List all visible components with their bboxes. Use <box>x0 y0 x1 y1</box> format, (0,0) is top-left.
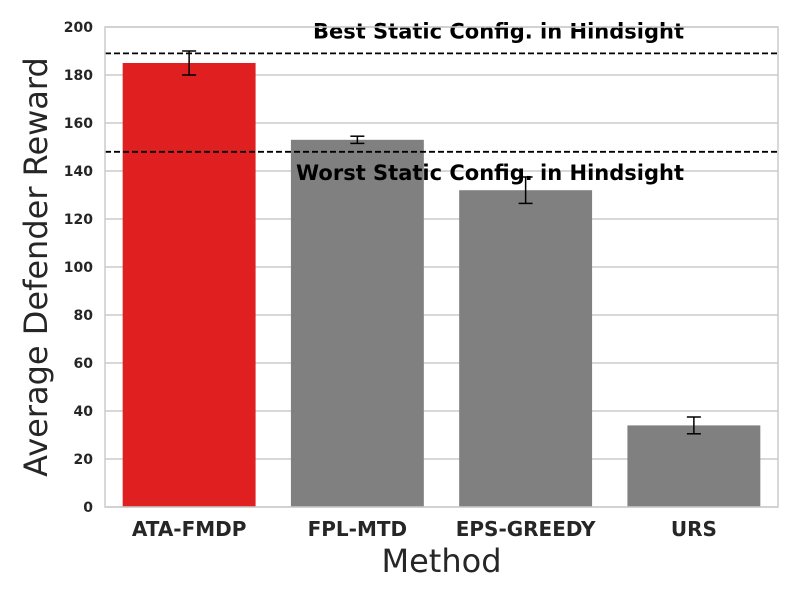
error-bars <box>182 50 701 435</box>
plot-frame <box>104 26 779 508</box>
x-tick-labels: ATA-FMDP FPL-MTD EPS-GREEDY URS <box>132 517 717 541</box>
y-tick-label: 40 <box>74 404 94 420</box>
y-tick-label: 100 <box>64 260 93 276</box>
y-tick-label: 0 <box>83 500 93 516</box>
y-tick-label: 120 <box>64 212 93 228</box>
y-tick-label: 20 <box>74 452 94 468</box>
y-tick-labels: 0 20 40 60 80 100 120 140 160 180 200 <box>64 20 93 516</box>
bar <box>290 139 424 508</box>
y-tick-label: 140 <box>64 164 93 180</box>
bars <box>122 63 761 508</box>
y-tick-label: 180 <box>64 68 93 84</box>
x-tick-label: URS <box>671 517 717 541</box>
bar <box>122 63 256 507</box>
bar <box>627 425 761 507</box>
y-tick-label: 200 <box>64 20 93 36</box>
bar <box>459 190 593 507</box>
x-tick-label: ATA-FMDP <box>132 517 247 541</box>
y-tick-label: 160 <box>64 116 93 132</box>
y-axis-label: Average Defender Reward <box>17 57 55 477</box>
reference-line-label: Worst Static Config. in Hindsight <box>296 161 684 185</box>
y-tick-label: 80 <box>74 308 94 324</box>
x-tick-label: FPL-MTD <box>308 517 408 541</box>
x-tick-label: EPS-GREEDY <box>456 517 596 541</box>
x-axis-label: Method <box>381 542 501 580</box>
reference-line-label: Best Static Config. in Hindsight <box>313 19 684 43</box>
reference-lines: Best Static Config. in Hindsight Worst St… <box>105 19 778 185</box>
y-tick-label: 60 <box>74 356 94 372</box>
